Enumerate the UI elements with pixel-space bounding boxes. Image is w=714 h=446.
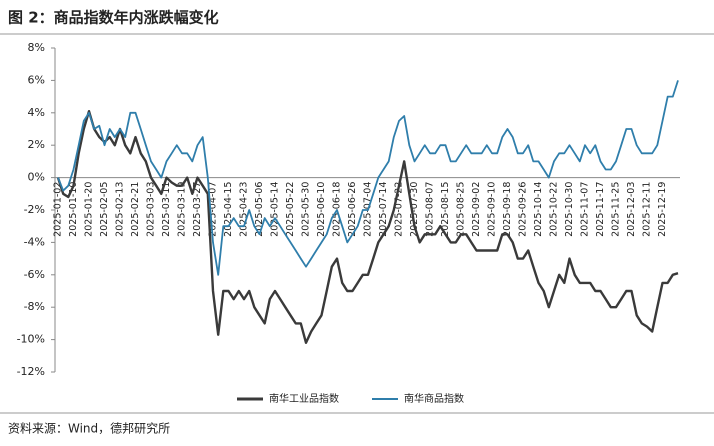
x-tick-label: 2025-01-02 bbox=[53, 182, 64, 237]
x-tick-label: 2025-07-22 bbox=[394, 182, 405, 237]
x-tick-label: 2025-09-02 bbox=[471, 182, 482, 237]
y-tick-label: -4% bbox=[24, 235, 45, 248]
x-tick-label: 2025-04-07 bbox=[208, 182, 219, 237]
x-tick-label: 2025-04-23 bbox=[239, 182, 250, 237]
chart-title: 图 2：商品指数年内涨跌幅变化 bbox=[8, 9, 219, 27]
x-tick-label: 2025-01-20 bbox=[84, 182, 95, 237]
y-tick-label: 0% bbox=[28, 171, 45, 184]
x-tick-label: 2025-10-22 bbox=[549, 182, 560, 237]
x-tick-label: 2025-10-30 bbox=[564, 182, 575, 237]
x-tick-label: 2025-08-15 bbox=[440, 182, 451, 237]
legend-label: 南华商品指数 bbox=[404, 392, 464, 405]
x-tick-label: 2025-06-10 bbox=[316, 182, 327, 237]
x-tick-label: 2025-05-22 bbox=[285, 182, 296, 237]
x-tick-label: 2025-08-25 bbox=[456, 182, 467, 237]
y-tick-label: -10% bbox=[17, 333, 45, 346]
x-tick-label: 2025-12-11 bbox=[642, 182, 653, 237]
x-tick-label: 2025-03-03 bbox=[146, 182, 157, 237]
x-tick-label: 2025-05-30 bbox=[301, 182, 312, 237]
y-tick-label: -12% bbox=[17, 365, 45, 378]
x-tick-label: 2025-11-25 bbox=[611, 182, 622, 237]
x-tick-label: 2025-07-30 bbox=[409, 182, 420, 237]
x-tick-label: 2025-09-18 bbox=[502, 182, 513, 237]
x-tick-label: 2025-09-26 bbox=[518, 182, 529, 237]
x-tick-label: 2025-06-26 bbox=[347, 182, 358, 237]
x-tick-label: 2025-02-13 bbox=[115, 182, 126, 237]
x-tick-label: 2025-05-14 bbox=[270, 182, 281, 237]
y-tick-label: 8% bbox=[28, 41, 45, 54]
y-tick-label: 2% bbox=[28, 138, 45, 151]
y-tick-label: -2% bbox=[24, 203, 45, 216]
x-tick-label: 2025-05-06 bbox=[254, 182, 265, 237]
series-line bbox=[56, 110, 679, 344]
y-tick-label: 6% bbox=[28, 73, 45, 86]
y-tick-label: -6% bbox=[24, 268, 45, 281]
x-tick-label: 2025-02-21 bbox=[130, 182, 141, 237]
x-tick-label: 2025-03-27 bbox=[192, 182, 203, 237]
x-tick-label: 2025-10-14 bbox=[533, 182, 544, 237]
x-tick-label: 2025-03-19 bbox=[177, 182, 188, 237]
legend-label: 南华工业品指数 bbox=[269, 392, 339, 405]
x-tick-label: 2025-12-03 bbox=[626, 182, 637, 237]
x-tick-label: 2025-07-14 bbox=[378, 182, 389, 237]
x-tick-label: 2025-09-10 bbox=[487, 182, 498, 237]
series-line bbox=[57, 80, 679, 276]
x-tick-label: 2025-11-07 bbox=[580, 182, 591, 237]
x-tick-label: 2025-02-05 bbox=[99, 182, 110, 237]
x-tick-label: 2025-08-07 bbox=[425, 182, 436, 237]
x-tick-label: 2025-04-15 bbox=[223, 182, 234, 237]
x-tick-label: 2025-03-11 bbox=[161, 182, 172, 237]
y-tick-label: 4% bbox=[28, 106, 45, 119]
x-tick-label: 2025-12-19 bbox=[657, 182, 668, 237]
source: 资料来源：Wind，德邦研究所 bbox=[8, 421, 170, 436]
y-tick-label: -8% bbox=[24, 300, 45, 313]
x-tick-label: 2025-01-10 bbox=[68, 182, 79, 237]
x-tick-label: 2025-11-17 bbox=[595, 182, 606, 237]
